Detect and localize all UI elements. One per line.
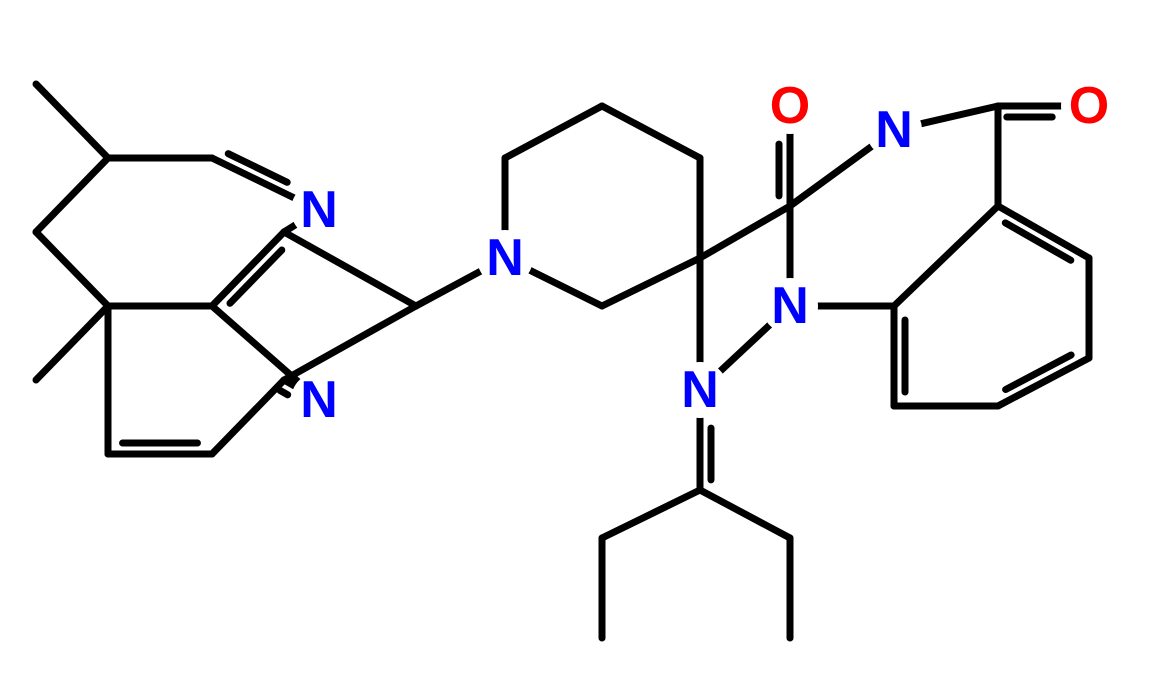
atom-label-n: N bbox=[681, 361, 719, 419]
atom-label-o: O bbox=[1069, 77, 1109, 135]
atom-label-o: O bbox=[770, 77, 810, 135]
atom-label-n: N bbox=[300, 371, 338, 429]
atom-label-n: N bbox=[486, 229, 524, 287]
atom-label-n: N bbox=[875, 101, 913, 159]
chemical-structure-svg: NNNNNONO bbox=[0, 0, 1171, 674]
atom-label-n: N bbox=[771, 277, 809, 335]
atom-label-n: N bbox=[300, 181, 338, 239]
bonds-layer bbox=[36, 84, 1089, 638]
